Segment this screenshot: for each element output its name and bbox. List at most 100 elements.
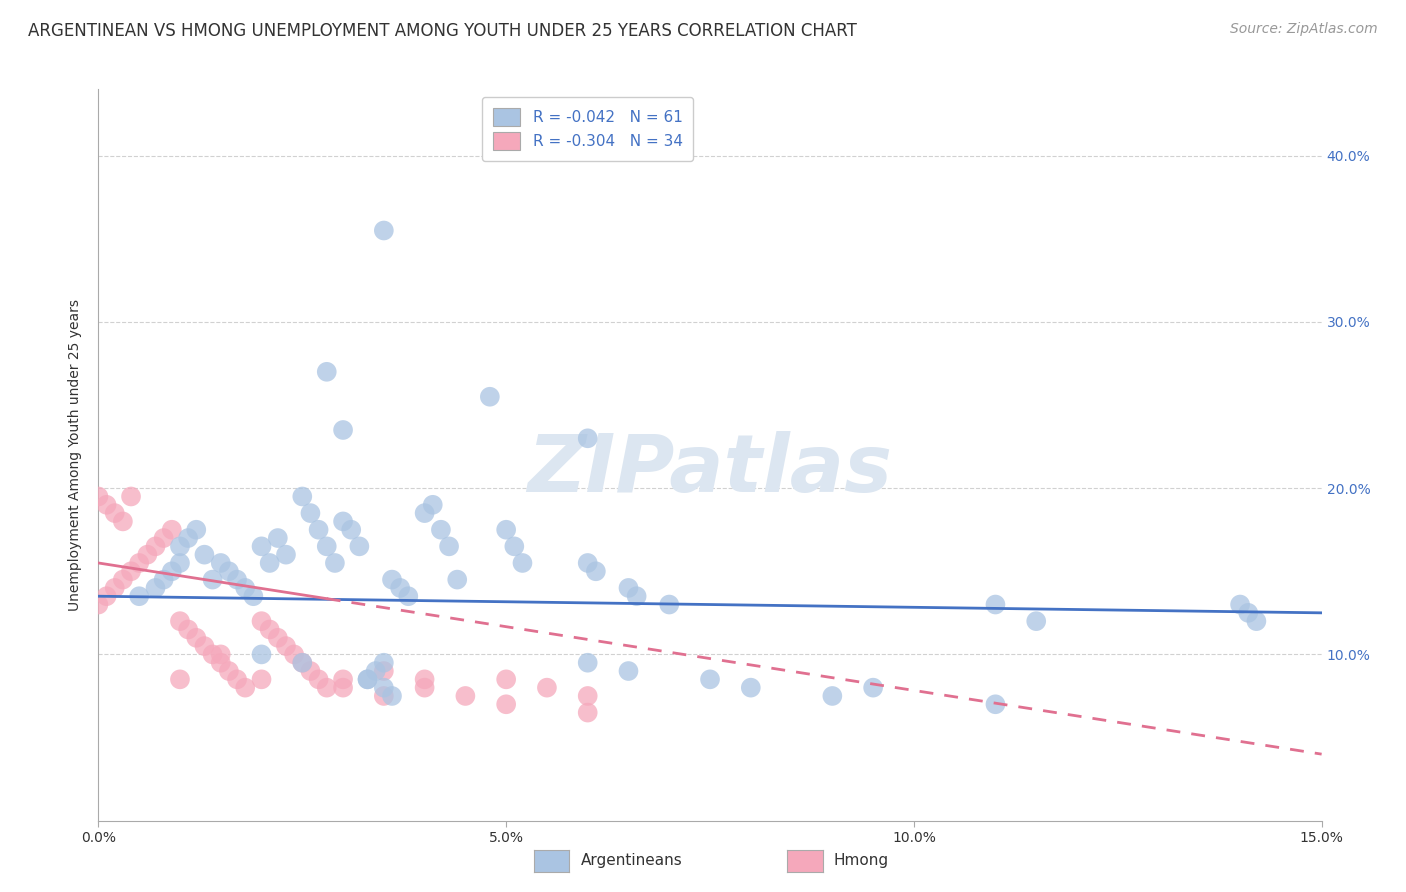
Point [478, 390, 501, 404]
Point [218, 664, 240, 678]
Text: ARGENTINEAN VS HMONG UNEMPLOYMENT AMONG YOUTH UNDER 25 YEARS CORRELATION CHART: ARGENTINEAN VS HMONG UNEMPLOYMENT AMONG … [28, 22, 858, 40]
Point [862, 681, 884, 695]
Point [617, 664, 640, 678]
Point [699, 673, 721, 687]
Point [96, 589, 118, 603]
Point [576, 689, 599, 703]
Point [454, 689, 477, 703]
Point [128, 556, 150, 570]
Point [381, 689, 404, 703]
Text: ZIPatlas: ZIPatlas [527, 431, 893, 508]
Point [186, 631, 208, 645]
Legend: R = -0.042   N = 61, R = -0.304   N = 34: R = -0.042 N = 61, R = -0.304 N = 34 [482, 97, 693, 161]
Point [315, 365, 337, 379]
Point [291, 490, 314, 504]
Point [617, 581, 640, 595]
Point [120, 490, 142, 504]
Point [201, 648, 224, 662]
Point [658, 598, 681, 612]
Point [104, 581, 127, 595]
Point [332, 673, 354, 687]
Point [226, 673, 249, 687]
Point [576, 656, 599, 670]
Text: Hmong: Hmong [834, 854, 889, 868]
Point [373, 681, 395, 695]
Point [1025, 614, 1047, 628]
Point [291, 656, 314, 670]
Point [413, 506, 436, 520]
Point [512, 556, 534, 570]
Point [111, 573, 134, 587]
Point [193, 639, 215, 653]
Point [209, 656, 232, 670]
Point [1237, 606, 1260, 620]
Point [430, 523, 453, 537]
Point [250, 614, 273, 628]
Point [364, 664, 387, 678]
Point [87, 490, 110, 504]
Point [373, 656, 395, 670]
Point [332, 515, 354, 529]
Point [495, 698, 517, 712]
Point [226, 573, 249, 587]
Point [299, 664, 322, 678]
Point [315, 539, 337, 553]
Point [389, 581, 412, 595]
Point [120, 564, 142, 578]
Point [1229, 598, 1251, 612]
Point [169, 539, 191, 553]
Text: Source: ZipAtlas.com: Source: ZipAtlas.com [1230, 22, 1378, 37]
Point [576, 706, 599, 720]
Point [323, 556, 346, 570]
Point [233, 681, 256, 695]
Point [152, 573, 174, 587]
Point [356, 673, 378, 687]
Point [111, 515, 134, 529]
Point [128, 589, 150, 603]
Point [576, 556, 599, 570]
Point [104, 506, 127, 520]
Point [332, 681, 354, 695]
Point [291, 656, 314, 670]
Point [332, 423, 354, 437]
Point [259, 556, 281, 570]
Point [413, 681, 436, 695]
Point [87, 598, 110, 612]
Point [152, 531, 174, 545]
Point [373, 689, 395, 703]
Point [495, 523, 517, 537]
Point [299, 506, 322, 520]
Point [373, 223, 395, 237]
Point [201, 573, 224, 587]
Point [209, 648, 232, 662]
Point [740, 681, 762, 695]
Point [984, 698, 1007, 712]
Point [250, 648, 273, 662]
Point [218, 564, 240, 578]
Point [585, 564, 607, 578]
Point [259, 623, 281, 637]
Point [821, 689, 844, 703]
Point [576, 431, 599, 445]
Point [396, 589, 419, 603]
Point [1246, 614, 1268, 628]
Point [267, 531, 290, 545]
Point [160, 523, 183, 537]
Point [274, 548, 297, 562]
Point [349, 539, 371, 553]
Point [315, 681, 337, 695]
Point [169, 614, 191, 628]
Point [145, 539, 167, 553]
Point [250, 539, 273, 553]
Point [413, 673, 436, 687]
Point [422, 498, 444, 512]
Point [381, 573, 404, 587]
Point [308, 523, 330, 537]
Point [373, 664, 395, 678]
Point [495, 673, 517, 687]
Point [340, 523, 363, 537]
Point [186, 523, 208, 537]
Point [209, 556, 232, 570]
Point [446, 573, 468, 587]
Point [356, 673, 378, 687]
